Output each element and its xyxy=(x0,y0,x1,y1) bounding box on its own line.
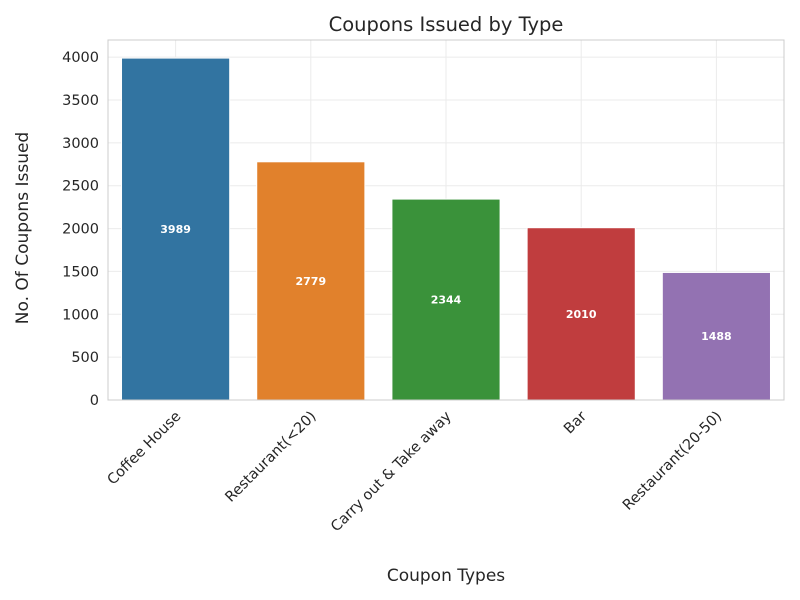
y-tick-label: 4000 xyxy=(62,50,99,66)
bars: 3989 2779 2344 2010 1488 xyxy=(121,57,771,401)
y-tick-label: 2500 xyxy=(62,179,99,195)
bar-value-label: 2779 xyxy=(295,275,326,288)
y-tick-label: 2000 xyxy=(62,222,99,238)
y-tick-label: 3500 xyxy=(62,93,99,109)
y-axis-title: No. Of Coupons Issued xyxy=(13,132,33,324)
bar-value-label: 2344 xyxy=(431,294,462,307)
y-tick-label: 1000 xyxy=(62,307,99,323)
chart-title: Coupons Issued by Type xyxy=(329,13,564,36)
bar xyxy=(526,227,636,401)
x-axis-title: Coupon Types xyxy=(387,566,505,586)
y-tick-label: 1500 xyxy=(62,264,99,280)
bar-value-label: 1488 xyxy=(701,330,732,343)
y-tick-label: 0 xyxy=(90,393,99,409)
bar xyxy=(256,161,366,401)
y-tick-label: 3000 xyxy=(62,136,99,152)
y-tick-label: 500 xyxy=(71,350,99,366)
bar-value-label: 2010 xyxy=(566,308,597,321)
bar xyxy=(661,271,771,401)
bar-value-label: 3989 xyxy=(160,223,191,236)
plot-area-frame xyxy=(107,39,785,401)
bar xyxy=(121,57,231,401)
y-axis-ticks: 0 500 1000 1500 2000 2500 3000 3500 4000 xyxy=(62,50,99,409)
bar xyxy=(391,198,501,401)
